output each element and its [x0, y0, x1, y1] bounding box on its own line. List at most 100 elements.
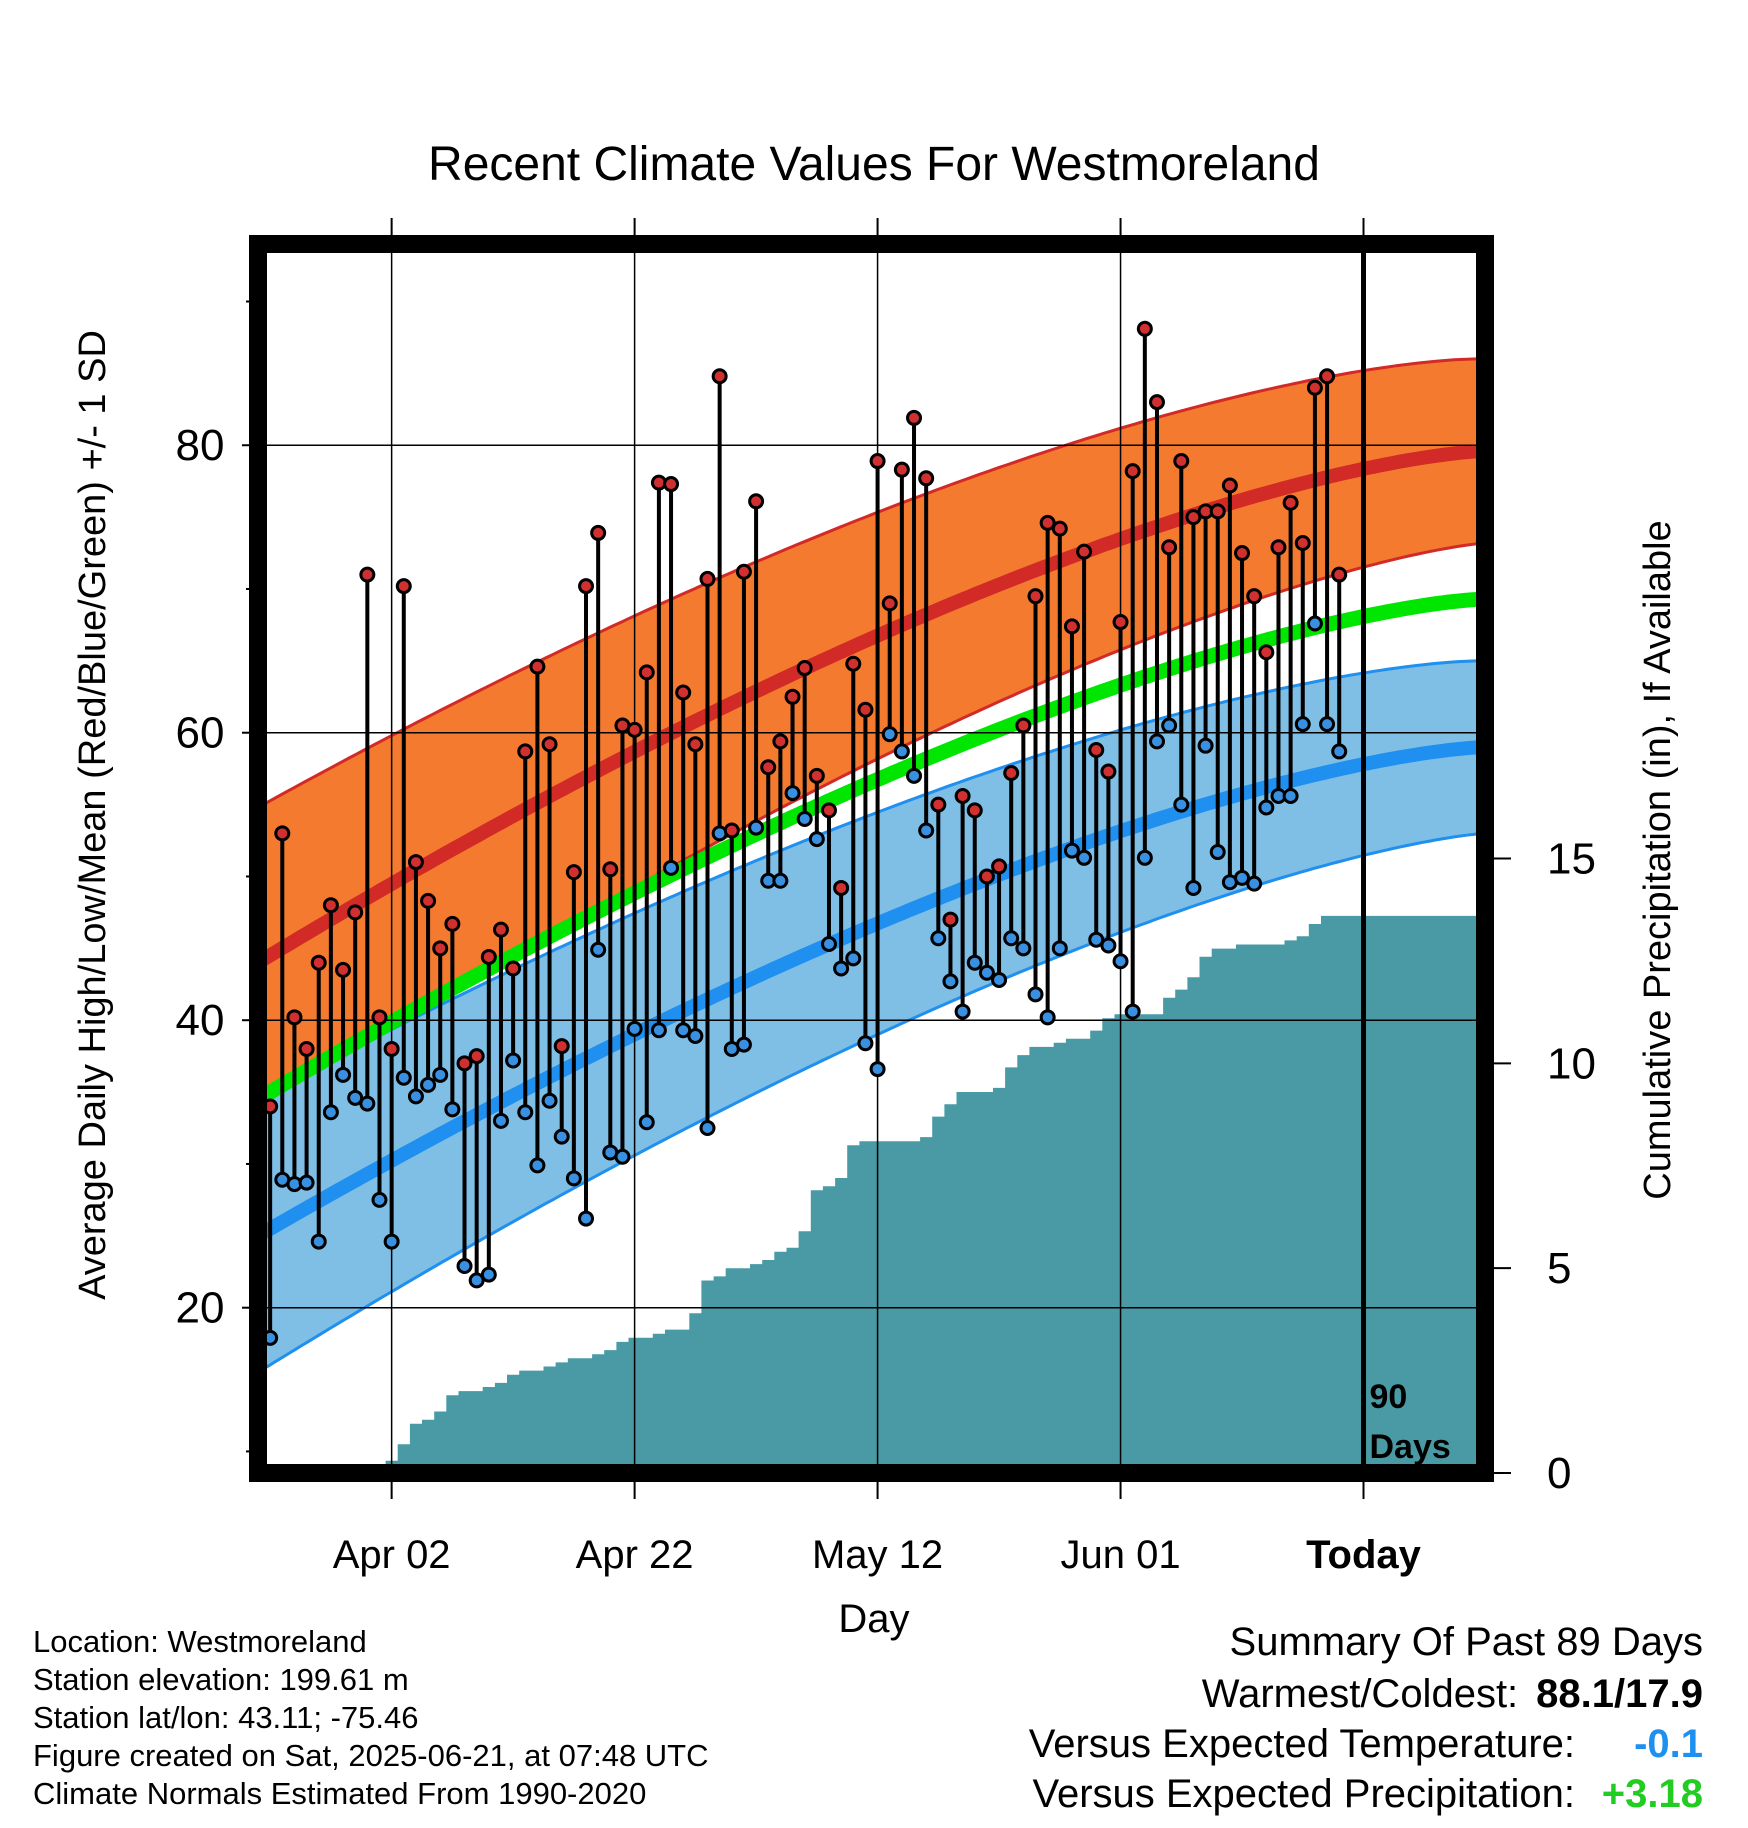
- normal-high-line: [258, 444, 1485, 969]
- daily-low-point: [1076, 849, 1093, 866]
- daily-low-point: [906, 767, 923, 784]
- daily-high-point: [347, 904, 364, 921]
- daily-high-point: [1088, 741, 1105, 758]
- daily-high-point: [505, 960, 522, 977]
- daily-high-point: [869, 453, 886, 470]
- x-tick-label: Jun 01: [1060, 1533, 1180, 1577]
- daily-low-point: [553, 1128, 570, 1145]
- daily-high-point: [942, 911, 959, 928]
- daily-high-point: [602, 861, 619, 878]
- daily-low-point: [1209, 844, 1226, 861]
- daily-high-point: [1209, 503, 1226, 520]
- daily-high-point: [1306, 379, 1323, 396]
- daily-low-point: [954, 1003, 971, 1020]
- daily-low-point: [590, 941, 607, 958]
- daily-low-point: [456, 1258, 473, 1275]
- daily-low-point: [468, 1272, 485, 1289]
- daily-low-point: [735, 1036, 752, 1053]
- daily-low-point: [820, 936, 837, 953]
- daily-low-point: [335, 1066, 352, 1083]
- daily-high-point: [1003, 764, 1020, 781]
- daily-low-point: [1136, 849, 1153, 866]
- daily-high-point: [857, 701, 874, 718]
- daily-low-point: [395, 1069, 412, 1086]
- daily-high-point: [1270, 539, 1287, 556]
- daily-high-point: [626, 721, 643, 738]
- daily-low-point: [1173, 796, 1190, 813]
- daily-high-point: [918, 470, 935, 487]
- precip-value: +3.18: [1601, 1772, 1703, 1816]
- daily-low-point: [1112, 953, 1129, 970]
- daily-high-point: [796, 660, 813, 677]
- created-line: Figure created on Sat, 2025-06-21, at 07…: [33, 1738, 709, 1773]
- daily-high-point: [456, 1055, 473, 1072]
- daily-high-point: [1246, 588, 1263, 605]
- daily-high-point: [1221, 477, 1238, 494]
- daily-low-point: [347, 1089, 364, 1106]
- daily-high-point: [966, 802, 983, 819]
- daily-low-point: [638, 1114, 655, 1131]
- daily-high-point: [1294, 534, 1311, 551]
- daily-high-point: [444, 915, 461, 932]
- daily-high-point: [748, 493, 765, 510]
- daily-low-point: [565, 1170, 582, 1187]
- x-tick-label: May 12: [812, 1533, 943, 1577]
- daily-high-point: [1282, 494, 1299, 511]
- daily-low-point: [1319, 716, 1336, 733]
- daily-high-point: [1185, 509, 1202, 526]
- summary-temp: Versus Expected Temperature: -0.1: [1029, 1722, 1703, 1767]
- daily-low-point: [966, 954, 983, 971]
- x-tick-label: Apr 02: [333, 1533, 451, 1577]
- temp-value: -0.1: [1634, 1722, 1703, 1766]
- daily-low-point: [420, 1076, 437, 1093]
- daily-high-point: [578, 578, 595, 595]
- daily-low-point: [1197, 737, 1214, 754]
- plot-inner: 90 Days: [258, 244, 1485, 1473]
- daily-high-point: [529, 658, 546, 675]
- summary-title: Summary Of Past 89 Days: [1229, 1620, 1703, 1664]
- daily-low-point: [930, 930, 947, 947]
- chart-title: Recent Climate Values For Westmoreland: [428, 138, 1320, 191]
- daily-high-point: [1027, 588, 1044, 605]
- daily-high-point: [420, 892, 437, 909]
- daily-high-point: [1234, 545, 1251, 562]
- plot-frame: [249, 235, 1494, 1482]
- y2-tick-label: 5: [1547, 1244, 1571, 1293]
- daily-low-point: [1331, 743, 1348, 760]
- daily-low-point: [492, 1112, 509, 1129]
- daily-low-point: [383, 1233, 400, 1250]
- daily-high-point: [893, 461, 910, 478]
- daily-low-point: [505, 1052, 522, 1069]
- daily-high-point: [1112, 614, 1129, 631]
- daily-low-point: [772, 872, 789, 889]
- daily-low-point: [833, 960, 850, 977]
- plot-area: 90 Days 20 40 60 80 0 5 10 15 Apr 02 Apr 22 May 12 Ju…: [176, 218, 1596, 1577]
- daily-high-point: [1319, 368, 1336, 385]
- daily-low-point: [1003, 930, 1020, 947]
- daily-low-point: [845, 950, 862, 967]
- daily-low-point: [444, 1101, 461, 1118]
- daily-high-point: [723, 822, 740, 839]
- daily-high-point: [760, 759, 777, 776]
- daily-low-point: [298, 1174, 315, 1191]
- daily-low-point: [626, 1020, 643, 1037]
- daily-high-point: [675, 684, 692, 701]
- daily-high-point: [468, 1048, 485, 1065]
- daily-high-point: [565, 864, 582, 881]
- latlon-line: Station lat/lon: 43.11; -75.46: [33, 1700, 419, 1735]
- daily-low-point: [918, 822, 935, 839]
- high-sd-band: [258, 358, 1485, 1118]
- warm-cold-label: Warmest/Coldest:: [1201, 1672, 1519, 1716]
- daily-low-point: [869, 1061, 886, 1078]
- daily-low-point: [517, 1104, 534, 1121]
- daily-low-point: [480, 1266, 497, 1283]
- daily-low-point: [650, 1022, 667, 1039]
- daily-low-point: [322, 1104, 339, 1121]
- daily-high-point: [395, 578, 412, 595]
- y-tick-label: 20: [176, 1284, 225, 1333]
- y-tick-label: 80: [176, 421, 225, 470]
- daily-high-point: [1124, 463, 1141, 480]
- normals-line: Climate Normals Estimated From 1990-2020: [33, 1776, 647, 1811]
- daily-high-point: [687, 736, 704, 753]
- y2-tick-label: 10: [1547, 1039, 1596, 1088]
